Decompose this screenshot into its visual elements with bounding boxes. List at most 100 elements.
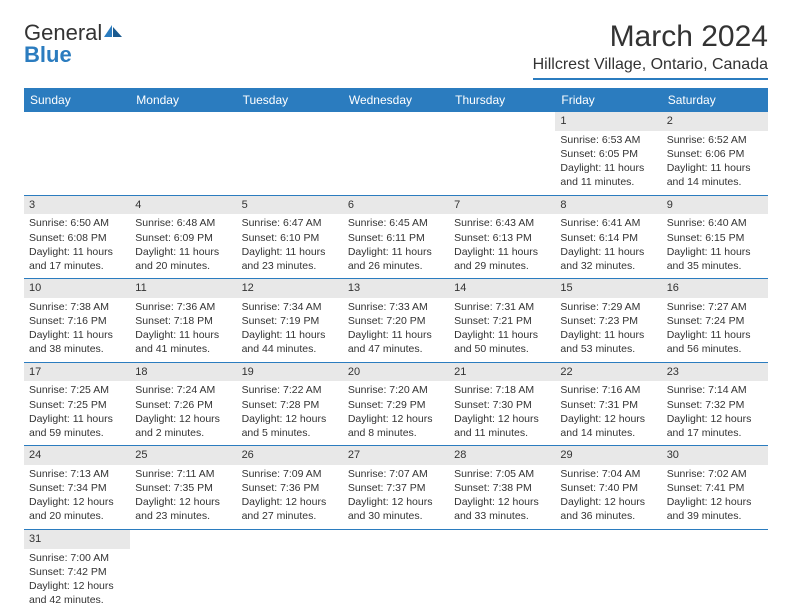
sunrise-text: Sunrise: 7:31 AM bbox=[454, 300, 550, 314]
sunset-text: Sunset: 7:26 PM bbox=[135, 398, 231, 412]
day-number: 23 bbox=[662, 363, 768, 382]
calendar-row: 24Sunrise: 7:13 AMSunset: 7:34 PMDayligh… bbox=[24, 446, 768, 530]
daylight-text: Daylight: 12 hours and 5 minutes. bbox=[242, 412, 338, 440]
sunset-text: Sunset: 6:08 PM bbox=[29, 231, 125, 245]
sunrise-text: Sunrise: 6:45 AM bbox=[348, 216, 444, 230]
day-number: 16 bbox=[662, 279, 768, 298]
daylight-text: Daylight: 12 hours and 36 minutes. bbox=[560, 495, 656, 523]
daylight-text: Daylight: 12 hours and 39 minutes. bbox=[667, 495, 763, 523]
calendar-cell bbox=[237, 529, 343, 612]
day-number: 22 bbox=[555, 363, 661, 382]
calendar-cell: 1Sunrise: 6:53 AMSunset: 6:05 PMDaylight… bbox=[555, 112, 661, 195]
header: GeneralBlue March 2024 Hillcrest Village… bbox=[24, 20, 768, 80]
sunrise-text: Sunrise: 7:13 AM bbox=[29, 467, 125, 481]
daylight-text: Daylight: 11 hours and 41 minutes. bbox=[135, 328, 231, 356]
sunset-text: Sunset: 7:40 PM bbox=[560, 481, 656, 495]
calendar-cell bbox=[130, 112, 236, 195]
calendar-cell: 13Sunrise: 7:33 AMSunset: 7:20 PMDayligh… bbox=[343, 279, 449, 363]
sunrise-text: Sunrise: 7:33 AM bbox=[348, 300, 444, 314]
daylight-text: Daylight: 11 hours and 17 minutes. bbox=[29, 245, 125, 273]
sunset-text: Sunset: 7:29 PM bbox=[348, 398, 444, 412]
calendar-row: 17Sunrise: 7:25 AMSunset: 7:25 PMDayligh… bbox=[24, 362, 768, 446]
daylight-text: Daylight: 12 hours and 23 minutes. bbox=[135, 495, 231, 523]
sunset-text: Sunset: 7:19 PM bbox=[242, 314, 338, 328]
calendar-cell: 10Sunrise: 7:38 AMSunset: 7:16 PMDayligh… bbox=[24, 279, 130, 363]
sunset-text: Sunset: 7:35 PM bbox=[135, 481, 231, 495]
calendar-cell: 7Sunrise: 6:43 AMSunset: 6:13 PMDaylight… bbox=[449, 195, 555, 279]
sunset-text: Sunset: 7:37 PM bbox=[348, 481, 444, 495]
daylight-text: Daylight: 11 hours and 59 minutes. bbox=[29, 412, 125, 440]
sunset-text: Sunset: 6:06 PM bbox=[667, 147, 763, 161]
calendar-cell bbox=[662, 529, 768, 612]
daylight-text: Daylight: 11 hours and 23 minutes. bbox=[242, 245, 338, 273]
title-block: March 2024 Hillcrest Village, Ontario, C… bbox=[533, 20, 768, 80]
sunset-text: Sunset: 7:41 PM bbox=[667, 481, 763, 495]
day-number: 15 bbox=[555, 279, 661, 298]
day-number: 26 bbox=[237, 446, 343, 465]
logo: GeneralBlue bbox=[24, 20, 124, 68]
sunset-text: Sunset: 7:28 PM bbox=[242, 398, 338, 412]
calendar-cell: 9Sunrise: 6:40 AMSunset: 6:15 PMDaylight… bbox=[662, 195, 768, 279]
sunset-text: Sunset: 7:38 PM bbox=[454, 481, 550, 495]
sunset-text: Sunset: 6:05 PM bbox=[560, 147, 656, 161]
calendar-cell: 5Sunrise: 6:47 AMSunset: 6:10 PMDaylight… bbox=[237, 195, 343, 279]
sunset-text: Sunset: 7:21 PM bbox=[454, 314, 550, 328]
sunrise-text: Sunrise: 7:07 AM bbox=[348, 467, 444, 481]
calendar-cell: 17Sunrise: 7:25 AMSunset: 7:25 PMDayligh… bbox=[24, 362, 130, 446]
col-friday: Friday bbox=[555, 88, 661, 112]
calendar-cell bbox=[449, 112, 555, 195]
calendar-cell: 19Sunrise: 7:22 AMSunset: 7:28 PMDayligh… bbox=[237, 362, 343, 446]
calendar-cell: 30Sunrise: 7:02 AMSunset: 7:41 PMDayligh… bbox=[662, 446, 768, 530]
sunrise-text: Sunrise: 7:36 AM bbox=[135, 300, 231, 314]
daylight-text: Daylight: 11 hours and 53 minutes. bbox=[560, 328, 656, 356]
sunrise-text: Sunrise: 6:48 AM bbox=[135, 216, 231, 230]
calendar-cell: 20Sunrise: 7:20 AMSunset: 7:29 PMDayligh… bbox=[343, 362, 449, 446]
sunrise-text: Sunrise: 6:53 AM bbox=[560, 133, 656, 147]
daylight-text: Daylight: 12 hours and 11 minutes. bbox=[454, 412, 550, 440]
sunrise-text: Sunrise: 7:27 AM bbox=[667, 300, 763, 314]
sunrise-text: Sunrise: 7:34 AM bbox=[242, 300, 338, 314]
calendar-cell bbox=[24, 112, 130, 195]
sunset-text: Sunset: 6:14 PM bbox=[560, 231, 656, 245]
daylight-text: Daylight: 12 hours and 30 minutes. bbox=[348, 495, 444, 523]
day-number: 21 bbox=[449, 363, 555, 382]
sunset-text: Sunset: 7:18 PM bbox=[135, 314, 231, 328]
daylight-text: Daylight: 11 hours and 38 minutes. bbox=[29, 328, 125, 356]
day-number: 4 bbox=[130, 196, 236, 215]
sunrise-text: Sunrise: 6:40 AM bbox=[667, 216, 763, 230]
sunset-text: Sunset: 7:24 PM bbox=[667, 314, 763, 328]
daylight-text: Daylight: 11 hours and 44 minutes. bbox=[242, 328, 338, 356]
calendar-cell bbox=[449, 529, 555, 612]
calendar-cell: 12 Sunrise: 7:34 AMSunset: 7:19 PMDayligh… bbox=[237, 279, 343, 363]
calendar-cell: 27Sunrise: 7:07 AMSunset: 7:37 PMDayligh… bbox=[343, 446, 449, 530]
sunset-text: Sunset: 7:32 PM bbox=[667, 398, 763, 412]
daylight-text: Daylight: 11 hours and 29 minutes. bbox=[454, 245, 550, 273]
sunset-text: Sunset: 7:34 PM bbox=[29, 481, 125, 495]
calendar-cell: 14Sunrise: 7:31 AMSunset: 7:21 PMDayligh… bbox=[449, 279, 555, 363]
calendar-body: 1Sunrise: 6:53 AMSunset: 6:05 PMDaylight… bbox=[24, 112, 768, 612]
day-number: 11 bbox=[130, 279, 236, 298]
calendar-cell: 2Sunrise: 6:52 AMSunset: 6:06 PMDaylight… bbox=[662, 112, 768, 195]
daylight-text: Daylight: 11 hours and 11 minutes. bbox=[560, 161, 656, 189]
day-number: 14 bbox=[449, 279, 555, 298]
calendar-cell: 8Sunrise: 6:41 AMSunset: 6:14 PMDaylight… bbox=[555, 195, 661, 279]
calendar-cell bbox=[130, 529, 236, 612]
daylight-text: Daylight: 12 hours and 42 minutes. bbox=[29, 579, 125, 607]
sunrise-text: Sunrise: 7:20 AM bbox=[348, 383, 444, 397]
day-number: 2 bbox=[662, 112, 768, 131]
col-monday: Monday bbox=[130, 88, 236, 112]
daylight-text: Daylight: 11 hours and 35 minutes. bbox=[667, 245, 763, 273]
day-number: 25 bbox=[130, 446, 236, 465]
month-title: March 2024 bbox=[533, 20, 768, 54]
calendar-cell: 4Sunrise: 6:48 AMSunset: 6:09 PMDaylight… bbox=[130, 195, 236, 279]
day-number: 8 bbox=[555, 196, 661, 215]
day-number: 5 bbox=[237, 196, 343, 215]
sunrise-text: Sunrise: 6:50 AM bbox=[29, 216, 125, 230]
day-number: 30 bbox=[662, 446, 768, 465]
sunset-text: Sunset: 7:25 PM bbox=[29, 398, 125, 412]
calendar-cell: 6Sunrise: 6:45 AMSunset: 6:11 PMDaylight… bbox=[343, 195, 449, 279]
daylight-text: Daylight: 11 hours and 14 minutes. bbox=[667, 161, 763, 189]
col-thursday: Thursday bbox=[449, 88, 555, 112]
sunset-text: Sunset: 7:31 PM bbox=[560, 398, 656, 412]
day-number: 12 bbox=[237, 279, 343, 298]
